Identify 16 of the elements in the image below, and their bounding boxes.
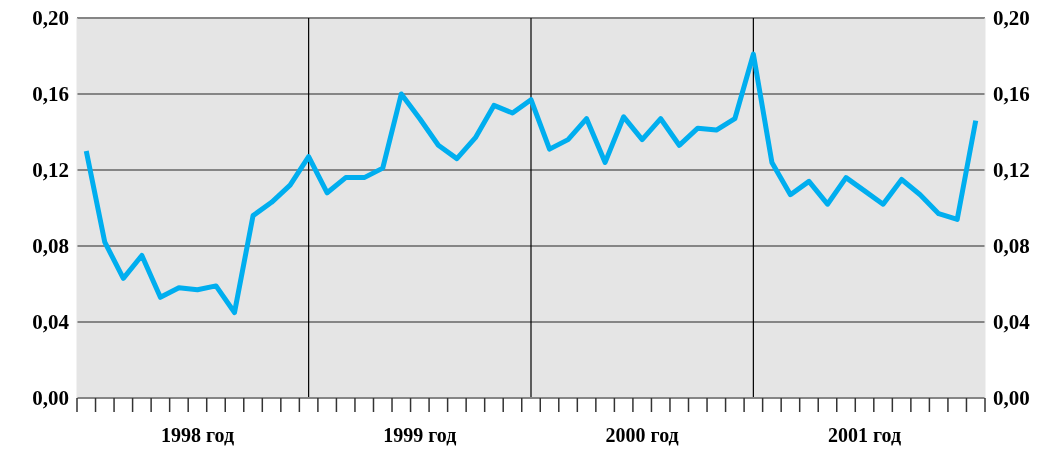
- y2-tick-label: 0,08: [993, 234, 1030, 258]
- y2-tick-label: 0,04: [993, 310, 1031, 334]
- y2-tick-label: 0,20: [993, 6, 1030, 30]
- y-tick-label: 0,16: [32, 82, 69, 106]
- y-tick-label: 0,08: [32, 234, 69, 258]
- y2-tick-label: 0,00: [993, 386, 1030, 410]
- x-tick-label: 1999 год: [383, 424, 457, 446]
- y2-tick-label: 0,12: [993, 158, 1030, 182]
- y-tick-label: 0,00: [32, 386, 69, 410]
- y-tick-label: 0,04: [32, 310, 70, 334]
- x-tick-label: 2000 год: [605, 424, 679, 446]
- y-tick-label: 0,12: [32, 158, 69, 182]
- y2-tick-label: 0,16: [993, 82, 1030, 106]
- x-tick-label: 2001 год: [827, 424, 902, 446]
- y-tick-label: 0,20: [32, 6, 69, 30]
- x-tick-label: 1998 год: [160, 424, 235, 446]
